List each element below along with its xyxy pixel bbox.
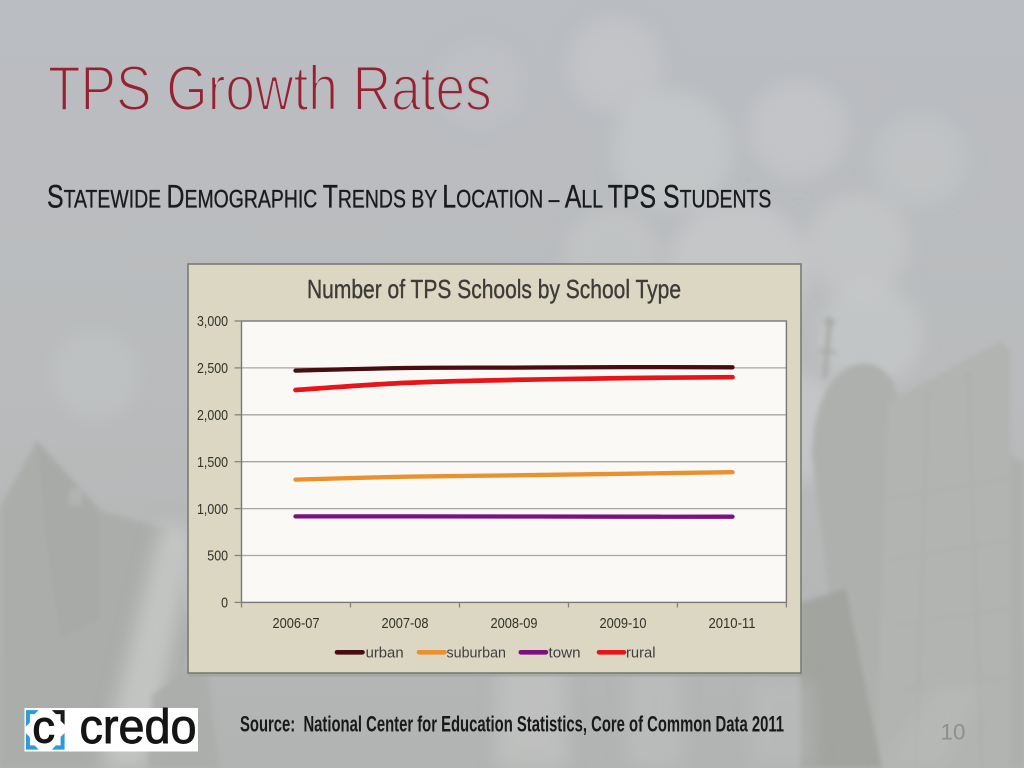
svg-text:2007-08: 2007-08	[382, 615, 429, 632]
svg-text:c: c	[32, 701, 55, 752]
svg-text:1,500: 1,500	[197, 454, 228, 471]
svg-text:2008-09: 2008-09	[491, 615, 538, 632]
svg-text:Number of TPS Schools by Schoo: Number of TPS Schools by School Type	[307, 274, 681, 304]
svg-text:town: town	[549, 644, 581, 661]
svg-text:rural: rural	[626, 644, 656, 661]
svg-text:500: 500	[207, 548, 228, 565]
svg-text:2006-07: 2006-07	[273, 615, 320, 632]
svg-text:suburban: suburban	[447, 644, 507, 661]
svg-text:2,000: 2,000	[197, 407, 228, 424]
svg-text:0: 0	[221, 595, 228, 612]
svg-text:2010-11: 2010-11	[709, 615, 756, 632]
svg-text:credo: credo	[80, 701, 197, 754]
svg-text:TPS Growth Rates: TPS Growth Rates	[48, 54, 492, 124]
svg-text:2,500: 2,500	[197, 360, 228, 377]
svg-text:1,000: 1,000	[197, 501, 228, 518]
svg-text:STATEWIDE DEMOGRAPHIC TRENDS B: STATEWIDE DEMOGRAPHIC TRENDS BY LOCATION…	[47, 179, 771, 215]
svg-text:2009-10: 2009-10	[600, 615, 647, 632]
svg-text:Source: National Center for E: Source: National Center for Education St…	[240, 712, 784, 737]
svg-text:10: 10	[940, 720, 965, 745]
svg-text:3,000: 3,000	[197, 313, 228, 330]
svg-text:urban: urban	[366, 644, 404, 661]
